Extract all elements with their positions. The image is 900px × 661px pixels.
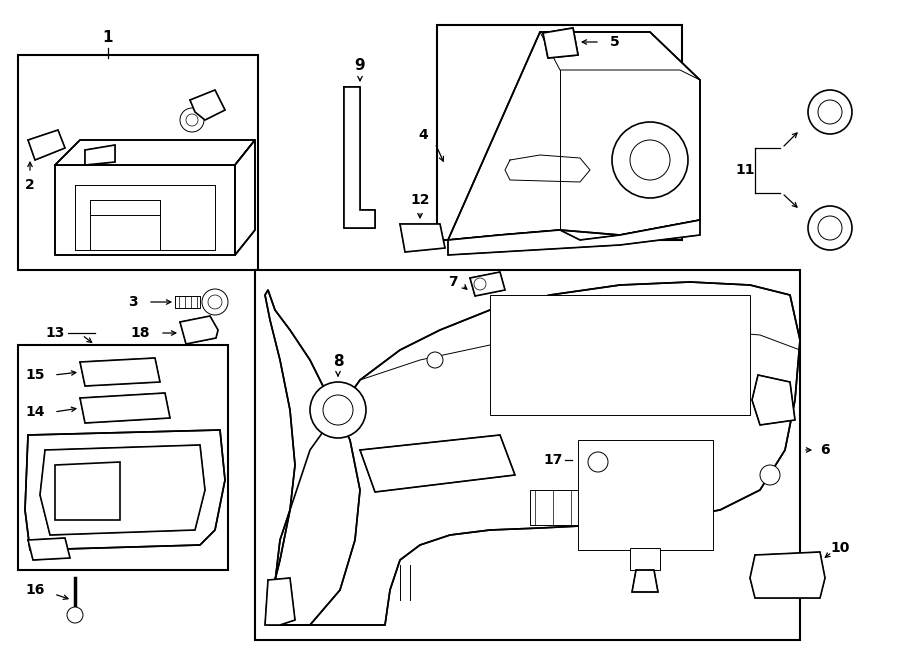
Polygon shape: [265, 578, 295, 625]
Circle shape: [40, 139, 52, 151]
Text: 13: 13: [46, 326, 65, 340]
Text: 1: 1: [103, 30, 113, 46]
Circle shape: [818, 100, 842, 124]
Polygon shape: [270, 282, 800, 625]
Polygon shape: [235, 140, 255, 255]
Text: 2: 2: [25, 178, 35, 192]
Polygon shape: [40, 445, 205, 535]
Polygon shape: [448, 32, 700, 240]
Circle shape: [818, 216, 842, 240]
Bar: [18, 55, 258, 270]
Polygon shape: [265, 290, 360, 625]
Circle shape: [588, 452, 608, 472]
Circle shape: [345, 93, 359, 107]
Polygon shape: [80, 358, 160, 386]
Bar: [490, 295, 750, 415]
Text: 15: 15: [25, 368, 45, 382]
Text: 17: 17: [544, 453, 563, 467]
Circle shape: [474, 278, 486, 290]
Polygon shape: [190, 90, 225, 120]
Circle shape: [67, 607, 83, 623]
Text: 12: 12: [410, 193, 430, 207]
Polygon shape: [632, 570, 658, 592]
Text: 18: 18: [130, 326, 150, 340]
Text: 7: 7: [448, 275, 458, 289]
Polygon shape: [80, 393, 170, 423]
Bar: [437, 25, 682, 240]
Polygon shape: [28, 130, 65, 160]
Polygon shape: [55, 462, 120, 520]
Circle shape: [323, 395, 353, 425]
Bar: [630, 548, 660, 570]
Polygon shape: [360, 435, 515, 492]
Circle shape: [353, 213, 367, 227]
Text: 16: 16: [25, 583, 45, 597]
Circle shape: [202, 289, 228, 315]
Circle shape: [208, 295, 222, 309]
Bar: [18, 345, 228, 570]
Circle shape: [427, 352, 443, 368]
Polygon shape: [750, 552, 825, 598]
Polygon shape: [55, 140, 255, 165]
Circle shape: [808, 206, 852, 250]
Circle shape: [630, 140, 670, 180]
Circle shape: [186, 114, 198, 126]
Polygon shape: [28, 538, 70, 560]
Bar: [568, 430, 728, 600]
Polygon shape: [344, 87, 375, 228]
Polygon shape: [400, 224, 445, 252]
Circle shape: [550, 36, 566, 52]
Text: 6: 6: [820, 443, 830, 457]
Circle shape: [180, 108, 204, 132]
Circle shape: [612, 122, 688, 198]
Circle shape: [310, 382, 366, 438]
Polygon shape: [448, 220, 700, 255]
Polygon shape: [85, 145, 115, 165]
Polygon shape: [470, 272, 505, 296]
Bar: [530, 490, 710, 525]
Text: 8: 8: [333, 354, 343, 369]
Bar: [255, 270, 800, 640]
Text: 14: 14: [25, 405, 45, 419]
Text: 5: 5: [610, 35, 620, 49]
Polygon shape: [752, 375, 795, 425]
Circle shape: [808, 90, 852, 134]
Bar: [578, 440, 713, 550]
Text: 10: 10: [830, 541, 850, 555]
Text: 4: 4: [418, 128, 428, 142]
Polygon shape: [180, 316, 218, 344]
Polygon shape: [543, 28, 578, 58]
Polygon shape: [55, 165, 235, 255]
Polygon shape: [25, 430, 225, 550]
Text: 11: 11: [735, 163, 755, 177]
Text: 3: 3: [129, 295, 138, 309]
Text: 9: 9: [355, 58, 365, 73]
Circle shape: [760, 465, 780, 485]
